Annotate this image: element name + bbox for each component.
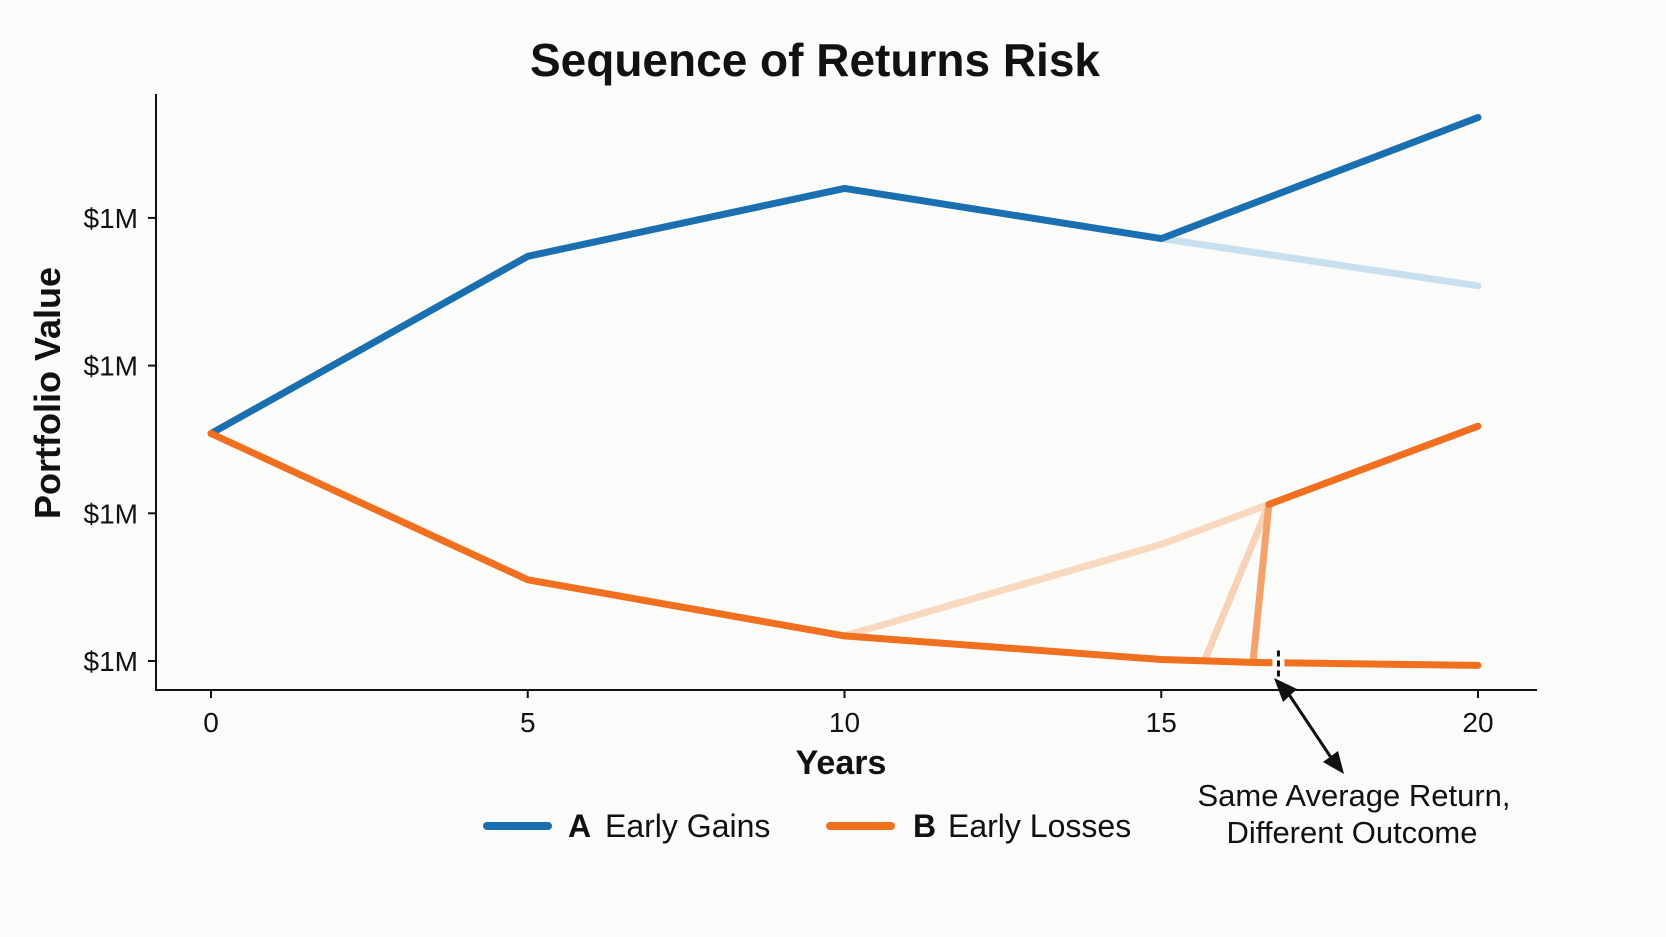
legend-label-b: Early Losses: [948, 808, 1131, 844]
y-axis-label: Portfolio Value: [27, 267, 68, 519]
series-line-a: [207, 114, 1482, 437]
x-tick-label: 0: [203, 707, 219, 738]
legend-item-b[interactable]: B Early Losses: [826, 808, 1131, 844]
x-tick-label: 5: [520, 707, 536, 738]
y-tick-label: $1M: [84, 498, 138, 529]
annotation-arrowhead-bottom: [1323, 751, 1344, 774]
y-tick-label: $1M: [84, 203, 138, 234]
ghost-line-1: [841, 500, 1273, 640]
legend-item-a[interactable]: A Early Gains: [483, 808, 770, 844]
ghost-line-2: [1202, 500, 1273, 662]
y-tick-label: $1M: [84, 351, 138, 382]
series-line-b: [207, 430, 1482, 669]
annotation: Same Average Return, Different Outcome: [1197, 678, 1511, 850]
chart-title: Sequence of Returns Risk: [530, 34, 1100, 86]
legend-letter-b: B: [913, 808, 936, 844]
x-tick-label: 10: [829, 707, 860, 738]
recovery-line-b: [1265, 422, 1482, 508]
x-axis-label: Years: [796, 744, 887, 782]
legend-label-a: Early Gains: [605, 808, 770, 844]
annotation-line-1: Same Average Return,: [1197, 778, 1510, 813]
ghost-line-0: [1157, 235, 1482, 290]
x-tick-label: 15: [1146, 707, 1177, 738]
y-tick-label: $1M: [84, 646, 138, 677]
x-tick-label: 20: [1462, 707, 1493, 738]
annotation-arrow: [1284, 689, 1336, 763]
legend-letter-a: A: [568, 808, 591, 844]
annotation-arrowhead-top: [1274, 678, 1297, 702]
ghost-line-3: [1249, 500, 1273, 665]
annotation-line-2: Different Outcome: [1227, 815, 1478, 850]
legend: A Early Gains B Early Losses: [483, 808, 1131, 844]
